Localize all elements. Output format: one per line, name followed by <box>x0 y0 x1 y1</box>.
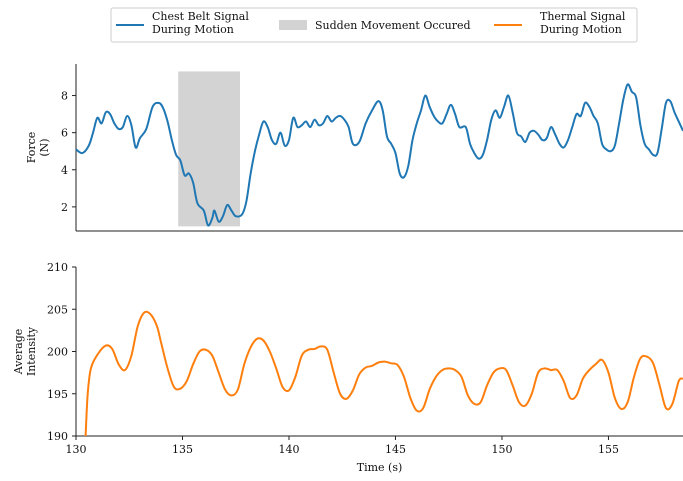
force-y-ticks: 2 4 6 8 <box>61 90 76 214</box>
intensity-y-tick-label: 205 <box>47 303 68 316</box>
intensity-y-tick-label: 200 <box>47 346 68 359</box>
force-panel: 2 4 6 8 Force (N) <box>25 64 683 232</box>
legend-frame <box>110 7 638 43</box>
thermal-series-line <box>84 310 683 437</box>
time-x-ticks: 130 135 140 145 150 155 <box>66 436 619 456</box>
legend-label-2-1: Sudden Movement Occured <box>315 19 471 32</box>
force-y-tick-label: 2 <box>61 201 68 214</box>
intensity-y-label-line-1: Average <box>12 329 25 376</box>
time-x-tick-label: 150 <box>491 443 512 456</box>
time-x-label: Time (s) <box>357 461 403 474</box>
legend-label-3-1: Thermal Signal <box>540 10 626 23</box>
time-x-tick-label: 140 <box>278 443 299 456</box>
intensity-y-tick-label: 210 <box>47 261 68 274</box>
legend-label-3-2: During Motion <box>540 23 622 36</box>
force-y-tick-label: 8 <box>61 90 68 103</box>
legend-item-2: Sudden Movement Occured <box>279 19 471 32</box>
legend-label-1-2: During Motion <box>152 23 234 36</box>
intensity-y-tick-label: 190 <box>47 430 68 443</box>
intensity-panel: 190 195 200 205 210 130 135 140 145 150 155 Avera… <box>12 261 683 474</box>
intensity-y-tick-label: 195 <box>47 388 68 401</box>
force-y-tick-label: 6 <box>61 127 68 140</box>
time-x-tick-label: 135 <box>172 443 193 456</box>
time-x-tick-label: 155 <box>598 443 619 456</box>
force-y-tick-label: 4 <box>61 164 68 177</box>
legend-label-1-1: Chest Belt Signal <box>152 10 249 23</box>
time-x-tick-label: 130 <box>66 443 87 456</box>
chest-belt-series-line <box>75 83 683 227</box>
time-x-tick-label: 145 <box>385 443 406 456</box>
force-y-label-line-1: Force <box>25 132 38 164</box>
intensity-y-label-line-2: Intensity <box>25 326 38 376</box>
force-y-label-line-2: (N) <box>38 138 51 156</box>
intensity-y-ticks: 190 195 200 205 210 <box>47 261 76 443</box>
legend-patch-2 <box>279 20 307 30</box>
sudden-movement-highlight <box>178 71 240 227</box>
